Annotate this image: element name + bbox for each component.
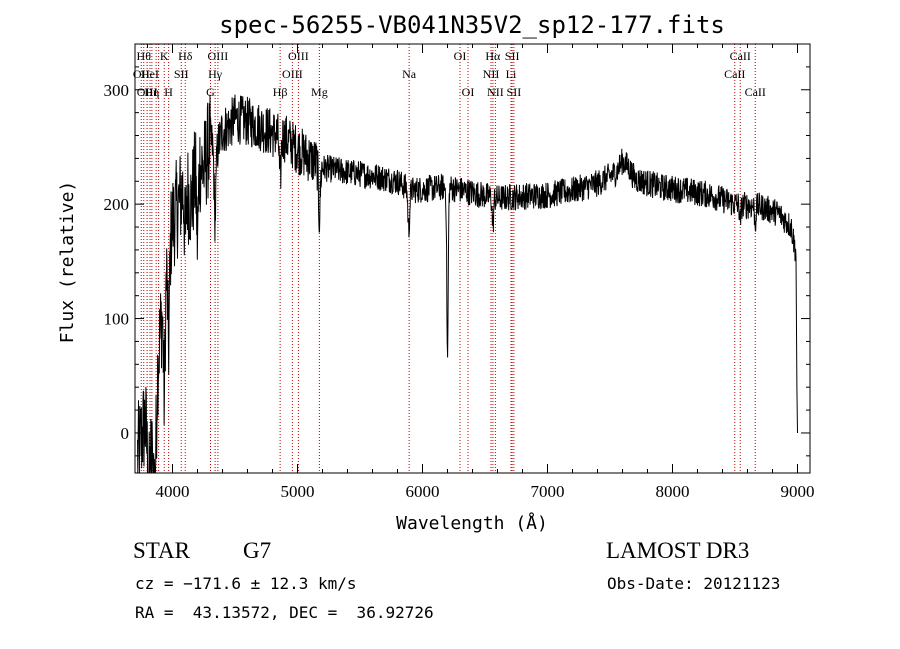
x-tick-label: 9000	[781, 482, 815, 501]
line-marker-label: SII	[505, 49, 520, 63]
observation-date: Obs-Date: 20121123	[607, 574, 781, 593]
y-tick-label: 0	[121, 424, 130, 443]
sky-coordinates: RA = 43.13572, DEC = 36.92726	[135, 603, 434, 622]
line-marker-label: OIII	[137, 85, 158, 99]
line-marker-label: OI	[462, 85, 475, 99]
line-marker-label: Hβ	[273, 85, 288, 99]
line-marker-label: CaII	[724, 67, 745, 81]
y-axis-ticks: 0 100 200 300	[104, 66, 810, 457]
line-marker-label: Hθ	[137, 49, 152, 63]
x-tick-label: 6000	[406, 482, 440, 501]
x-axis-ticks: 4000 5000 6000 7000 8000 9000	[147, 44, 815, 501]
object-subclass: G7	[243, 538, 272, 563]
line-marker-label: CaII	[745, 85, 766, 99]
line-marker-label: OIII	[288, 49, 309, 63]
line-marker-label: Hα	[485, 49, 501, 63]
line-marker-label: Hγ	[208, 67, 223, 81]
redshift-velocity: cz = −171.6 ± 12.3 km/s	[135, 574, 357, 593]
line-marker-label: Hδ	[178, 49, 193, 63]
y-tick-label: 300	[104, 81, 130, 100]
line-marker-label: NII	[483, 67, 500, 81]
x-tick-label: 5000	[281, 482, 315, 501]
line-marker-label: Hη	[144, 85, 159, 99]
line-marker-label: NII	[487, 85, 504, 99]
object-class: STAR	[133, 538, 190, 563]
y-tick-label: 100	[104, 310, 130, 329]
line-marker-label: CaII	[730, 49, 751, 63]
y-tick-label: 200	[104, 195, 130, 214]
y-axis-label: Flux (relative)	[57, 181, 78, 344]
line-marker-label: OIII	[208, 49, 229, 63]
x-axis-label: Wavelength (Å)	[396, 512, 548, 534]
x-tick-label: 4000	[156, 482, 190, 501]
line-marker-label: Li	[506, 67, 517, 81]
line-marker-label: K	[160, 49, 169, 63]
line-marker-label: OI	[454, 49, 467, 63]
line-marker-labels: OIIHθOIIIHeIHηKHSIIHδGHγOIIIHβOIIIOIIIMg…	[133, 49, 766, 99]
line-marker-label: Mg	[311, 85, 328, 99]
line-marker-label: G	[206, 85, 215, 99]
spectrum-line	[137, 94, 798, 474]
plot-frame	[134, 43, 811, 474]
line-marker-label: OIII	[282, 67, 303, 81]
line-marker-label: OII	[133, 67, 150, 81]
survey-name: LAMOST DR3	[606, 538, 750, 563]
line-marker-label: HeI	[141, 67, 159, 81]
line-marker-label: SII	[507, 85, 522, 99]
x-tick-label: 8000	[656, 482, 690, 501]
x-tick-label: 7000	[531, 482, 565, 501]
line-marker-label: Na	[402, 67, 417, 81]
chart-title: spec-56255-VB041N35V2_sp12-177.fits	[219, 11, 725, 39]
line-marker-label: H	[164, 85, 173, 99]
line-marker-label: SII	[174, 67, 189, 81]
